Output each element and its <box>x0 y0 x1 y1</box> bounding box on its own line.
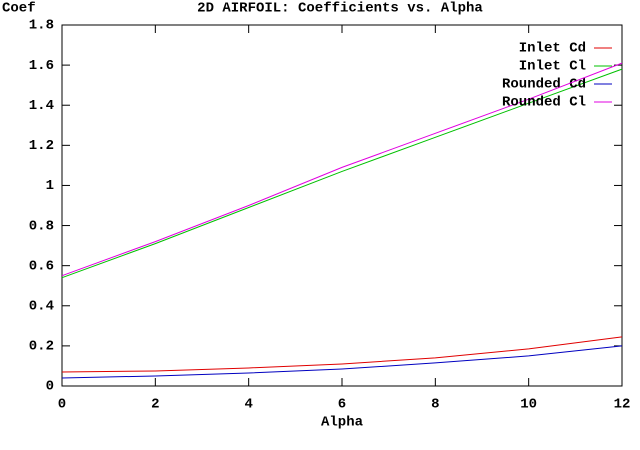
y-tick-label: 1.4 <box>29 98 54 114</box>
y-tick-label: 1 <box>46 178 54 194</box>
x-tick-label: 8 <box>431 397 439 413</box>
y-tick-label: 0 <box>46 379 54 395</box>
y-tick-label: 1.2 <box>29 138 54 154</box>
legend-label: Inlet Cd <box>519 41 586 57</box>
chart-title: 2D AIRFOIL: Coefficients vs. Alpha <box>197 1 483 17</box>
legend-label: Rounded Cd <box>502 77 586 93</box>
x-tick-label: 10 <box>520 397 537 413</box>
x-tick-label: 12 <box>614 397 631 413</box>
y-tick-label: 0.6 <box>29 258 54 274</box>
y-tick-label: 0.8 <box>29 218 54 234</box>
line-series <box>61 345 623 379</box>
legend-label: Rounded Cl <box>502 95 586 111</box>
y-tick-label: 0.4 <box>29 298 54 314</box>
x-tick-label: 4 <box>244 397 252 413</box>
x-tick-label: 2 <box>151 397 159 413</box>
y-tick-label: 1.8 <box>29 18 54 34</box>
line-series <box>61 68 623 279</box>
y-tick-label: 0.2 <box>29 339 54 355</box>
legend-label: Inlet Cl <box>519 59 586 75</box>
y-tick-label: 1.6 <box>29 58 54 74</box>
x-tick-label: 0 <box>58 397 66 413</box>
y-axis-label: Coef <box>2 1 36 17</box>
x-axis-label: Alpha <box>321 415 364 431</box>
x-tick-label: 6 <box>338 397 346 413</box>
line-series <box>61 336 623 373</box>
line-series <box>61 62 623 277</box>
